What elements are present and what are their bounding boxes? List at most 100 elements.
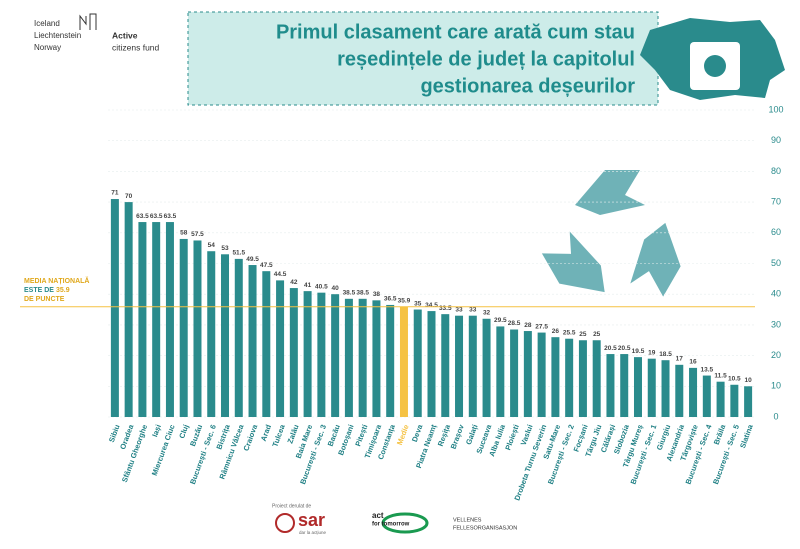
bar — [344, 298, 353, 417]
value-label: 33.5 — [439, 305, 452, 312]
value-label: 42 — [290, 279, 298, 286]
value-label: 53 — [221, 245, 229, 252]
footer-logo: VELLENES — [453, 517, 482, 523]
bar — [193, 240, 202, 417]
bar — [399, 306, 408, 417]
footer-logo: sar — [298, 510, 325, 530]
value-label: 49.5 — [246, 256, 259, 263]
x-tick-label: Medie — [395, 423, 411, 446]
logo-mark — [79, 13, 97, 30]
value-label: 19.5 — [632, 348, 645, 355]
footer-logo: for tomorrow — [372, 522, 410, 528]
bar — [482, 318, 491, 417]
value-label: 58 — [180, 230, 188, 237]
bar — [730, 384, 739, 417]
value-label: 25 — [593, 331, 601, 338]
bar — [647, 358, 656, 417]
value-label: 26 — [552, 328, 560, 335]
x-tick-label: Cluj — [177, 423, 190, 439]
bar — [165, 222, 174, 417]
bar — [565, 338, 574, 417]
value-label: 10.5 — [728, 375, 741, 382]
bar — [358, 298, 367, 417]
bar — [221, 254, 230, 417]
bar — [537, 332, 546, 417]
bar — [551, 337, 560, 417]
bar — [578, 340, 587, 417]
value-label: 20.5 — [618, 345, 631, 352]
chart-title: reședințele de județ la capitolul — [337, 48, 635, 70]
value-label: 13.5 — [700, 366, 713, 373]
value-label: 18.5 — [659, 351, 672, 358]
bar — [262, 271, 271, 417]
bar — [303, 291, 312, 417]
sar-logo — [275, 513, 295, 533]
bar — [413, 309, 422, 417]
bar — [317, 292, 326, 417]
recycle-icon — [541, 170, 681, 297]
value-label: 25.5 — [563, 329, 576, 336]
bar — [372, 300, 381, 417]
value-label: 16 — [689, 359, 697, 366]
y-tick-label: 70 — [771, 196, 781, 206]
footer-text: Proiect derulat de — [272, 503, 311, 509]
bar — [234, 258, 243, 417]
y-tick-label: 50 — [771, 258, 781, 268]
value-label: 34.5 — [425, 302, 438, 309]
value-label: 11.5 — [714, 372, 727, 379]
chart-title: Primul clasament care arată cum stau — [276, 21, 635, 43]
value-label: 32 — [483, 309, 491, 316]
value-label: 10 — [744, 377, 752, 384]
bar — [523, 331, 532, 417]
bar — [510, 329, 519, 417]
bar — [620, 354, 629, 417]
bar — [744, 386, 753, 417]
bar — [633, 357, 642, 417]
y-tick-label: 60 — [771, 227, 781, 237]
bin-icon — [704, 55, 726, 77]
x-tick-label: Sibiu — [107, 423, 122, 444]
bar — [427, 311, 436, 417]
donor: Norway — [34, 43, 61, 52]
y-tick-label: 90 — [771, 135, 781, 145]
act-logo — [381, 512, 429, 534]
value-label: 17 — [676, 356, 684, 363]
y-tick-label: 20 — [771, 350, 781, 360]
bar — [716, 381, 725, 417]
value-label: 57.5 — [191, 231, 204, 238]
fund: citizens fund — [112, 42, 160, 52]
annotation: DE PUNCTE — [24, 296, 65, 303]
bar — [331, 294, 340, 417]
value-label: 40.5 — [315, 283, 328, 290]
value-label: 54 — [208, 242, 216, 249]
bar — [138, 222, 147, 417]
bar — [592, 340, 601, 417]
value-label: 25 — [579, 331, 587, 338]
footer-logo: act — [372, 511, 384, 520]
value-label: 47.5 — [260, 262, 273, 269]
value-label: 70 — [125, 193, 133, 200]
x-tick-label: Iași — [150, 423, 163, 438]
value-label: 38.5 — [343, 290, 356, 297]
value-label: 27.5 — [535, 323, 548, 330]
bar — [124, 202, 133, 417]
bar — [689, 367, 698, 417]
footer-logo: FELLESORGANISASJON — [453, 525, 517, 531]
bar — [441, 314, 450, 417]
bar — [152, 222, 161, 417]
donor: Liechtenstein — [34, 31, 81, 40]
bar — [675, 364, 684, 417]
value-label: 33 — [469, 306, 477, 313]
bar — [661, 360, 670, 417]
fund: Active — [112, 30, 138, 40]
bar — [702, 375, 711, 417]
value-label: 29.5 — [494, 317, 507, 324]
value-label: 38 — [373, 291, 381, 298]
bar — [289, 288, 298, 417]
value-label: 19 — [648, 349, 656, 356]
donor: Iceland — [34, 19, 60, 28]
chart-title: gestionarea deșeurilor — [420, 75, 635, 97]
bar — [207, 251, 216, 417]
x-tick-label: Deva — [410, 423, 425, 444]
annotation: MEDIA NAȚIONALĂ — [24, 276, 89, 285]
